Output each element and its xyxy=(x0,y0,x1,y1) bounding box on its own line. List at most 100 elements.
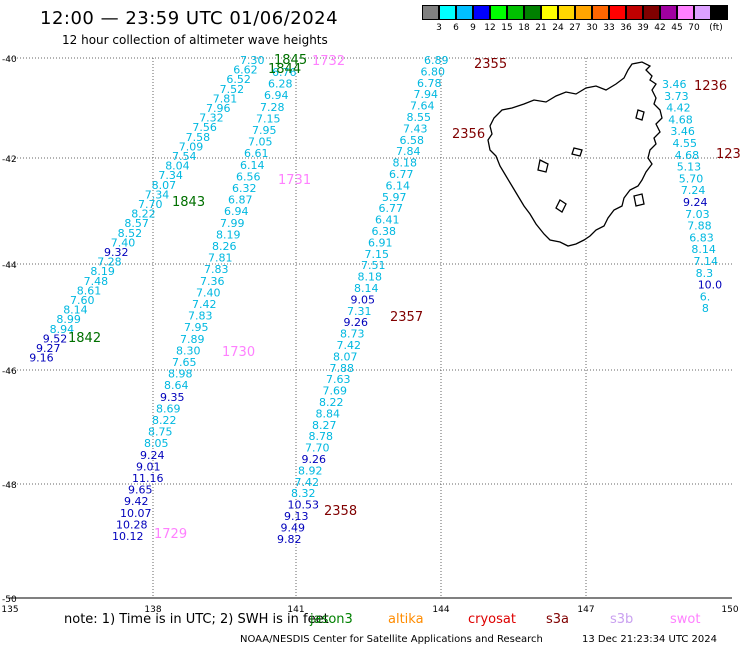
wave-height-value: 8.84 xyxy=(316,407,341,420)
wave-height-value: 7.64 xyxy=(410,100,435,113)
wave-height-value: 7.34 xyxy=(145,188,170,201)
wave-height-value: 10.0 xyxy=(698,279,723,292)
latitude-tick-label: -46 xyxy=(2,367,17,377)
wave-height-value: 7.70 xyxy=(138,198,163,211)
wave-height-value: 9.01 xyxy=(136,460,161,473)
wave-height-value: 6.52 xyxy=(226,73,251,86)
latitude-tick-label: -50 xyxy=(2,595,17,605)
wave-height-value: 9.32 xyxy=(104,246,129,259)
wave-height-value: 8.55 xyxy=(407,111,432,124)
wave-height-value: 8.3 xyxy=(696,267,714,280)
wave-height-value: 7.03 xyxy=(685,208,710,221)
wave-height-value: 6.91 xyxy=(368,236,393,249)
wave-height-value: 8.92 xyxy=(298,464,323,477)
wave-height-value: 7.09 xyxy=(179,140,204,153)
wave-height-value: 7.88 xyxy=(687,220,712,233)
pass-time-label: 2358 xyxy=(324,504,357,519)
legend-swatch xyxy=(626,5,643,20)
wave-height-value: 9.52 xyxy=(43,332,68,345)
wave-height-value: 8.22 xyxy=(131,208,156,221)
wave-height-value: 9.49 xyxy=(281,521,306,534)
wave-height-value: 7.42 xyxy=(337,339,362,352)
pass-time-label: 2357 xyxy=(390,310,423,325)
pass-time-label: 1843 xyxy=(172,195,205,210)
wave-height-value: 8.73 xyxy=(340,328,365,341)
wave-height-value: 7.60 xyxy=(70,294,95,307)
wave-height-value: 6.94 xyxy=(224,205,249,218)
wave-height-value: 8.78 xyxy=(309,430,334,443)
wave-height-value: 6.62 xyxy=(233,64,258,77)
legend-tick-label: 15 xyxy=(501,23,513,33)
wave-height-value: 5.70 xyxy=(679,172,704,185)
legend-tick-label: 24 xyxy=(552,23,564,33)
longitude-tick-label: 147 xyxy=(577,605,594,615)
wave-height-value: 8.94 xyxy=(50,323,75,336)
wave-height-value: 8.19 xyxy=(90,265,115,278)
wave-height-value: 7.52 xyxy=(220,83,245,96)
legend-tick-label: 18 xyxy=(518,23,530,33)
legend-swatch xyxy=(473,5,490,20)
wave-height-value: 9.42 xyxy=(124,495,149,508)
wave-height-value: 6. xyxy=(700,290,711,303)
wave-height-value: 6.80 xyxy=(421,65,446,78)
longitude-tick-label: 144 xyxy=(432,605,449,615)
legend-tick-label: 12 xyxy=(484,23,496,33)
wave-height-value: 10.28 xyxy=(116,518,148,531)
legend-tick-label: 45 xyxy=(671,23,683,33)
legend-tick-label: 30 xyxy=(586,23,598,33)
footer-note: note: 1) Time is in UTC; 2) SWH is in fe… xyxy=(64,612,329,627)
wave-height-value: 8.04 xyxy=(165,160,190,173)
wave-height-value: 8.14 xyxy=(691,243,716,256)
wave-height-value: 7.69 xyxy=(323,385,348,398)
wave-height-value: 7.56 xyxy=(192,121,217,134)
lat-lon-grid: 135 138 141 144 147 150 -40 -42 -44 -46 -48 -50 xyxy=(1,55,738,615)
wave-height-value: 7.51 xyxy=(361,259,386,272)
legend-swatch xyxy=(677,5,694,20)
wave-height-value: 7.42 xyxy=(295,476,320,489)
pass-time-label: 1842 xyxy=(68,331,101,346)
wave-height-value: 7.48 xyxy=(84,275,109,288)
wave-height-value: 9.16 xyxy=(29,352,54,365)
pass-time-label: 1845 xyxy=(274,53,307,68)
wave-height-value: 8.27 xyxy=(312,419,337,432)
wave-height-value: 4.42 xyxy=(666,102,691,115)
pass-time-label: 2355 xyxy=(474,57,507,72)
wave-height-value: 7.34 xyxy=(158,169,183,182)
legend-swatch xyxy=(609,5,626,20)
wave-height-value: 9.24 xyxy=(683,196,708,209)
generation-timestamp: 13 Dec 21:23:34 UTC 2024 xyxy=(582,634,717,645)
wave-height-value: 7.88 xyxy=(330,362,355,375)
wave-height-value: 6.83 xyxy=(689,231,714,244)
legend-swatch xyxy=(422,5,439,20)
wave-height-value: 7.28 xyxy=(260,101,285,114)
legend-tick-label: 70 xyxy=(688,23,700,33)
legend-swatch xyxy=(592,5,609,20)
wave-height-value: 7.15 xyxy=(365,248,390,261)
wave-height-value: 6.61 xyxy=(244,147,269,160)
wave-height-value: 4.68 xyxy=(675,149,700,162)
wave-height-value: 7.83 xyxy=(188,310,213,323)
legend-swatch xyxy=(541,5,558,20)
wave-height-value: 9.65 xyxy=(128,484,153,497)
wave-height-value: 7.89 xyxy=(180,333,205,346)
wave-height-value: 7.40 xyxy=(196,286,221,299)
wave-height-value: 6.94 xyxy=(264,89,289,102)
wave-height-value: 6.89 xyxy=(424,54,449,67)
wave-height-value: 8.57 xyxy=(124,217,148,230)
wave-height-value: 7.24 xyxy=(681,184,706,197)
wave-height-value: 6.38 xyxy=(372,225,397,238)
wave-height-value: 7.43 xyxy=(403,122,428,135)
wave-height-value: 9.82 xyxy=(277,533,302,546)
wave-height-value: 8.75 xyxy=(148,426,173,439)
pass-time-label: 123 xyxy=(716,147,740,162)
wave-height-value: 10.53 xyxy=(288,499,320,512)
legend-tick-label: 6 xyxy=(453,23,459,33)
pass-time-label: 1729 xyxy=(154,527,187,542)
wave-height-value: 8 xyxy=(702,302,709,315)
wave-height-value: 3.46 xyxy=(670,125,695,138)
wave-height-value: 6.14 xyxy=(240,159,265,172)
wave-height-value: 8.07 xyxy=(333,350,358,363)
wave-height-value: 4.55 xyxy=(673,137,698,150)
longitude-tick-label: 135 xyxy=(1,605,18,615)
